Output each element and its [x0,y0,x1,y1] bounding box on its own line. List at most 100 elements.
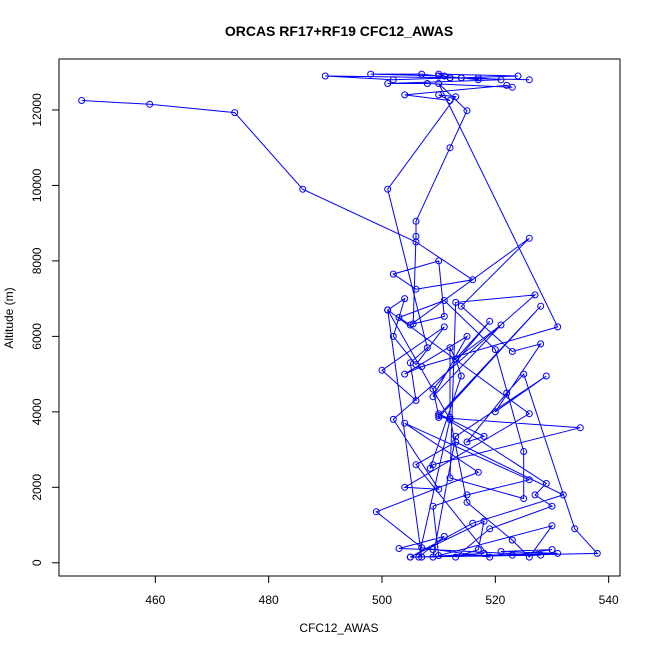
data-point [452,93,460,101]
data-point [446,344,454,352]
data-point [429,393,437,401]
data-point [486,525,494,533]
data-point [508,551,516,559]
data-point [423,80,431,87]
data-point [401,91,409,99]
data-point [412,232,420,240]
data-point [389,332,397,340]
data-point [435,414,443,421]
data-point [480,432,488,440]
data-point [576,424,584,432]
data-point [412,285,420,293]
data-point [508,83,516,91]
data-point [463,438,471,446]
y-tick-label: 12000 [30,93,44,127]
data-point [474,76,482,84]
data-point [446,474,454,482]
data-point [231,109,239,117]
x-tick-label: 540 [599,593,619,607]
data-point [435,412,443,420]
data-point [412,397,420,404]
data-point [452,355,460,363]
data-point [446,414,454,421]
data-point [508,348,516,355]
data-point [440,297,448,304]
data-point [440,532,448,540]
data-point [548,502,556,510]
y-tick-label: 6000 [30,323,44,350]
x-tick-label: 520 [485,593,505,607]
data-point [525,553,533,561]
series-line [81,73,599,559]
data-point [537,302,545,310]
data-point [520,495,528,503]
data-point [486,317,494,325]
data-point [508,536,516,544]
data-point [418,553,426,561]
y-tick-label: 8000 [30,247,44,274]
data-point [497,76,505,84]
data-point [452,553,460,561]
data-point [452,298,460,306]
y-axis-label: Altitude (m) [2,287,16,348]
data-point [426,464,434,472]
data-point [525,410,533,418]
data-point [548,522,556,530]
data-point [384,306,392,314]
data-point [491,408,499,416]
data-point [435,70,443,78]
x-tick-label: 500 [372,593,392,607]
data-point [525,476,533,484]
data-point [406,359,414,367]
data-point [571,525,579,533]
data-point [525,76,533,84]
data-point [474,74,482,82]
data-point [520,448,528,455]
y-tick-label: 0 [30,559,44,566]
data-point [469,276,477,284]
data-point [389,270,397,278]
data-point [457,74,465,82]
data-point [497,548,505,555]
data-point [429,553,437,561]
data-point [440,323,448,331]
data-point [435,257,443,265]
data-point [401,370,409,378]
data-point [299,185,307,193]
data-point [446,144,454,152]
data-point [418,544,426,552]
data-point [497,321,505,329]
data-point [531,491,539,499]
y-tick-label: 2000 [30,474,44,501]
data-point [503,389,511,397]
data-point [463,491,471,499]
x-axis: 460 480 500 520 540 [145,576,619,607]
data-point [463,107,471,115]
x-tick-label: 460 [145,593,165,607]
data-point [548,546,556,554]
data-point [78,97,86,104]
data-point [446,97,454,104]
data-point [146,100,154,108]
data-point [446,415,454,423]
data-point [525,234,533,242]
data-point [372,508,380,516]
plot-frame [58,58,621,577]
data-point [542,372,550,380]
y-tick-label: 4000 [30,398,44,425]
data-point [554,549,562,557]
data-point [474,546,482,554]
data-point [463,332,471,340]
data-point [457,372,465,380]
data-point [389,415,397,423]
x-tick-label: 480 [259,593,279,607]
data-point [423,344,431,352]
data-point [415,553,423,561]
data-point [395,314,403,321]
data-point [435,80,443,87]
data-point [429,546,437,554]
data-point [457,302,465,310]
data-point [401,483,409,491]
data-point [486,553,494,561]
data-point [537,340,545,348]
